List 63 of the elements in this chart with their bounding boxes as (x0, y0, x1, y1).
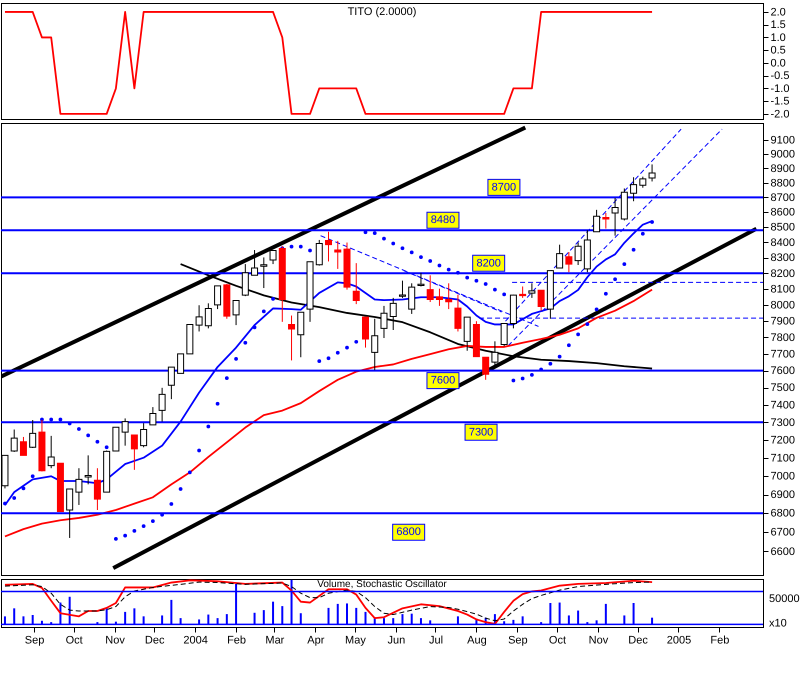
y-tick-label: -2.0 (770, 108, 790, 120)
y-tick-label: 6700 (770, 526, 795, 539)
x-tick-label: May (345, 634, 366, 646)
y-tick-label: 0.5 (770, 44, 786, 57)
x-tick-label: Jun (387, 634, 406, 646)
y-tick-label: 7700 (770, 348, 795, 360)
x-tick-label: Sep (508, 634, 528, 646)
y-tick-label: 6900 (770, 489, 795, 502)
y-tick-label: 8100 (770, 283, 795, 296)
y-tick-label: 8800 (770, 177, 795, 190)
y-tick-label: -1.5 (770, 96, 790, 108)
y-tick-label: 7400 (770, 399, 795, 412)
y-tick-label: 8300 (770, 252, 795, 264)
y-tick-label: 8900 (770, 162, 795, 175)
x-tick-label: Apr (307, 634, 325, 646)
x-tick-label: Nov (105, 634, 126, 646)
y-tick-label: 7000 (770, 470, 795, 483)
y-tick-label: 7500 (770, 382, 795, 394)
x-tick-label: 2004 (183, 634, 208, 646)
y-tick-label: 0.0 (770, 57, 786, 70)
x-tick-label: Oct (548, 634, 566, 646)
x-tick-label: 2005 (666, 634, 692, 646)
chart-title: Volume, Stochastic Oscillator (317, 579, 448, 590)
y-tick-label: 8700 (770, 192, 795, 204)
ref-line-label: 8480 (430, 214, 456, 226)
y-tick-label: 8600 (770, 206, 795, 219)
y-tick-label: 7600 (770, 365, 795, 378)
x-tick-label: Dec (144, 634, 165, 646)
y-tick-label: 6600 (770, 546, 795, 558)
x-tick-label: Nov (588, 634, 609, 646)
text: x10 (769, 618, 787, 630)
ref-line-label: 8200 (476, 257, 501, 270)
y-tick-label: 9000 (770, 148, 795, 160)
x-tick-label: Feb (710, 634, 730, 646)
ref-line-label: 6800 (396, 526, 421, 538)
text: 50000 (769, 593, 800, 606)
y-tick-label: 9100 (770, 134, 795, 146)
y-tick-label: 1.5 (770, 19, 786, 32)
ref-line-label: 7600 (430, 374, 456, 387)
y-tick-label: 2.0 (770, 6, 786, 18)
x-tick-label: Mar (265, 634, 285, 646)
x-tick-label: Aug (467, 634, 487, 646)
y-tick-label: -1.0 (770, 82, 790, 95)
y-tick-label: 8500 (770, 222, 795, 234)
chart-title: TITO (2.0000) (348, 6, 416, 18)
ref-line-label: 8700 (492, 181, 516, 194)
x-tick-label: Feb (227, 634, 246, 646)
y-tick-label: 7900 (770, 316, 795, 328)
y-tick-label: 7800 (770, 332, 795, 344)
y-tick-label: 7200 (770, 434, 795, 446)
y-tick-label: 6800 (770, 508, 795, 520)
y-tick-label: 8400 (770, 236, 795, 249)
y-tick-label: -0.5 (770, 70, 790, 82)
x-tick-label: Oct (66, 634, 83, 646)
ref-line-label: 7300 (468, 426, 494, 438)
y-tick-label: 8200 (770, 268, 795, 280)
x-tick-label: Sep (24, 634, 44, 646)
y-tick-label: 7100 (770, 452, 795, 464)
x-tick-label: Jul (428, 634, 444, 646)
y-tick-label: 7300 (770, 416, 795, 429)
x-tick-label: Dec (628, 634, 648, 646)
y-tick-label: 8000 (770, 299, 795, 312)
y-tick-label: 1.0 (770, 32, 786, 44)
